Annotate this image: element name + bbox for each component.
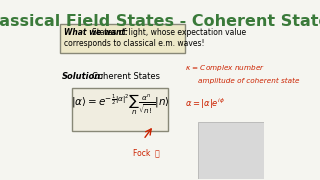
FancyBboxPatch shape [73, 88, 168, 131]
Text: Classical Field States - Coherent States: Classical Field States - Coherent States [0, 14, 320, 29]
Text: $|\alpha\rangle = e^{-\frac{1}{2}|\alpha|^2}\sum_n \frac{\alpha^n}{\sqrt{n!}}|n\: $|\alpha\rangle = e^{-\frac{1}{2}|\alpha… [71, 93, 170, 118]
Text: Solution:: Solution: [62, 72, 105, 81]
Text: corresponds to classical e.m. waves!: corresponds to classical e.m. waves! [64, 39, 205, 48]
Text: $\alpha = |\alpha|e^{i\phi}$: $\alpha = |\alpha|e^{i\phi}$ [185, 97, 225, 111]
FancyBboxPatch shape [197, 122, 264, 179]
FancyBboxPatch shape [60, 24, 185, 53]
Text: Coherent States: Coherent States [92, 72, 160, 81]
Text: $\kappa$ = Complex number: $\kappa$ = Complex number [185, 63, 265, 73]
Text: States of light, whose expectation value: States of light, whose expectation value [92, 28, 246, 37]
Text: amplitude of coherent state: amplitude of coherent state [197, 78, 299, 84]
Text: What we want:: What we want: [64, 28, 131, 37]
Text: Fock  🔮: Fock 🔮 [133, 148, 160, 158]
